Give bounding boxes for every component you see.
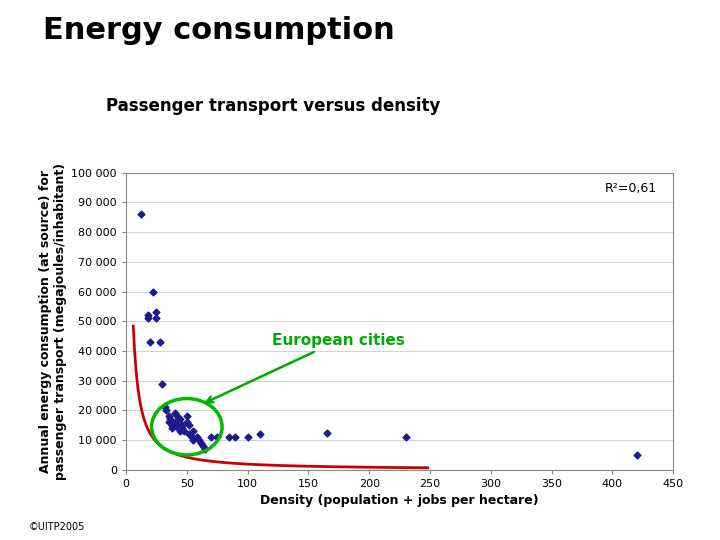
Point	[169, 409, 181, 418]
Point	[176, 424, 188, 433]
Point	[187, 436, 199, 444]
Text: European cities: European cities	[207, 333, 405, 402]
Point	[164, 415, 176, 423]
Point	[199, 445, 211, 454]
Point	[159, 403, 171, 411]
Point	[142, 311, 153, 320]
Point	[196, 438, 207, 447]
Point	[176, 421, 188, 430]
Point	[150, 308, 162, 316]
Point	[147, 287, 158, 296]
Point	[184, 421, 195, 430]
Point	[154, 338, 166, 347]
Point	[191, 433, 202, 442]
Point	[631, 450, 642, 459]
Point	[181, 412, 192, 421]
Point	[186, 433, 197, 442]
Text: Passenger transport versus density: Passenger transport versus density	[107, 97, 441, 115]
X-axis label: Density (population + jobs per hectare): Density (population + jobs per hectare)	[261, 495, 539, 508]
Point	[150, 314, 162, 322]
Point	[179, 427, 190, 435]
Point	[142, 314, 153, 322]
Point	[174, 415, 185, 423]
Point	[169, 418, 181, 427]
Point	[400, 433, 411, 442]
Point	[205, 433, 217, 442]
Point	[242, 433, 253, 442]
Point	[230, 433, 241, 442]
Point	[212, 433, 223, 442]
Point	[166, 424, 178, 433]
Point	[171, 421, 183, 430]
Text: ©UITP2005: ©UITP2005	[29, 522, 85, 532]
Point	[171, 412, 183, 421]
Point	[161, 406, 172, 415]
Point	[184, 430, 195, 438]
Point	[135, 210, 146, 219]
Point	[224, 433, 235, 442]
Point	[197, 442, 208, 450]
Point	[187, 427, 199, 435]
Point	[254, 430, 266, 438]
Point	[173, 424, 184, 433]
Point	[181, 418, 192, 427]
Point	[174, 427, 185, 435]
Point	[166, 421, 178, 430]
Point	[145, 338, 156, 347]
Point	[157, 379, 168, 388]
Point	[163, 412, 174, 421]
Text: Energy consumption: Energy consumption	[43, 16, 395, 45]
Text: R²=0,61: R²=0,61	[605, 181, 657, 195]
Point	[321, 428, 333, 437]
Point	[193, 436, 204, 444]
Y-axis label: Annual energy consumption (at source) for
passenger transport (megajoules/inhabi: Annual energy consumption (at source) fo…	[40, 163, 67, 480]
Point	[163, 418, 174, 427]
